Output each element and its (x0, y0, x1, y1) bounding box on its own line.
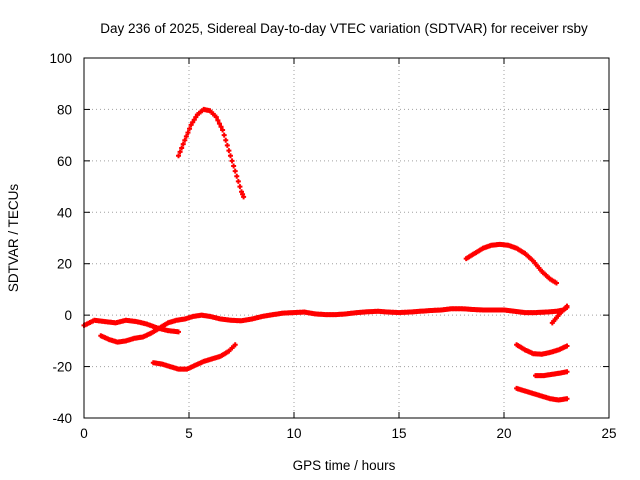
x-tick-label: 20 (496, 426, 511, 441)
data-point (223, 137, 229, 143)
y-axis-label: SDTVAR / TECUs (6, 184, 21, 293)
data-point (176, 153, 181, 159)
y-tick-label: 60 (57, 154, 72, 169)
data-point (234, 173, 240, 179)
y-tick-label: 20 (57, 257, 72, 272)
data-point (235, 178, 241, 184)
data-point (232, 168, 238, 174)
plot-frame (83, 57, 610, 419)
series-arc-f (514, 342, 570, 357)
series-arc-g (549, 303, 570, 326)
x-tick-label: 25 (601, 426, 616, 441)
x-tick-label: 5 (185, 426, 193, 441)
data-point (180, 141, 186, 147)
data-point (226, 148, 232, 154)
series-arc-b (463, 241, 559, 286)
data-point (176, 329, 181, 335)
data-point (229, 158, 235, 164)
data-point (564, 369, 570, 375)
grid (84, 58, 609, 418)
data-point (241, 194, 247, 200)
data-point (227, 153, 233, 159)
data-point (213, 114, 219, 120)
x-tick-label: 10 (286, 426, 301, 441)
plot-area (81, 106, 570, 403)
y-tick-label: 80 (57, 102, 72, 117)
data-point (224, 142, 230, 148)
data-point (564, 343, 570, 349)
y-tick-label: 40 (57, 205, 72, 220)
data-point (215, 117, 221, 123)
series-arc-a (176, 106, 247, 200)
x-tick-label: 0 (80, 426, 88, 441)
y-tick-label: 100 (49, 51, 72, 66)
data-point (220, 127, 226, 133)
y-tick-label: 0 (64, 308, 72, 323)
series-arc-d (98, 304, 570, 345)
data-point (237, 184, 243, 190)
y-tick-label: -40 (52, 411, 72, 426)
data-point (185, 130, 191, 136)
data-point (187, 126, 193, 132)
data-point (221, 132, 227, 138)
series-arc-i (514, 385, 570, 403)
data-point (177, 149, 183, 155)
data-point (183, 133, 189, 139)
data-point (564, 396, 570, 402)
data-point (182, 137, 188, 143)
chart-title: Day 236 of 2025, Sidereal Day-to-day VTE… (100, 21, 588, 36)
data-point (232, 342, 238, 348)
series-arc-h (533, 369, 570, 379)
series-arc-e (150, 342, 238, 372)
data-point (231, 163, 237, 169)
y-tick-label: -20 (52, 360, 72, 375)
axis-ticks: 0 5 10 15 20 25 -40 -20 0 20 40 60 80 100 (49, 51, 616, 441)
data-point (179, 145, 185, 151)
x-axis-label: GPS time / hours (293, 458, 396, 473)
data-point (216, 121, 222, 127)
data-point (554, 280, 559, 286)
data-point (564, 303, 570, 309)
x-tick-label: 15 (391, 426, 406, 441)
data-point (218, 124, 224, 130)
